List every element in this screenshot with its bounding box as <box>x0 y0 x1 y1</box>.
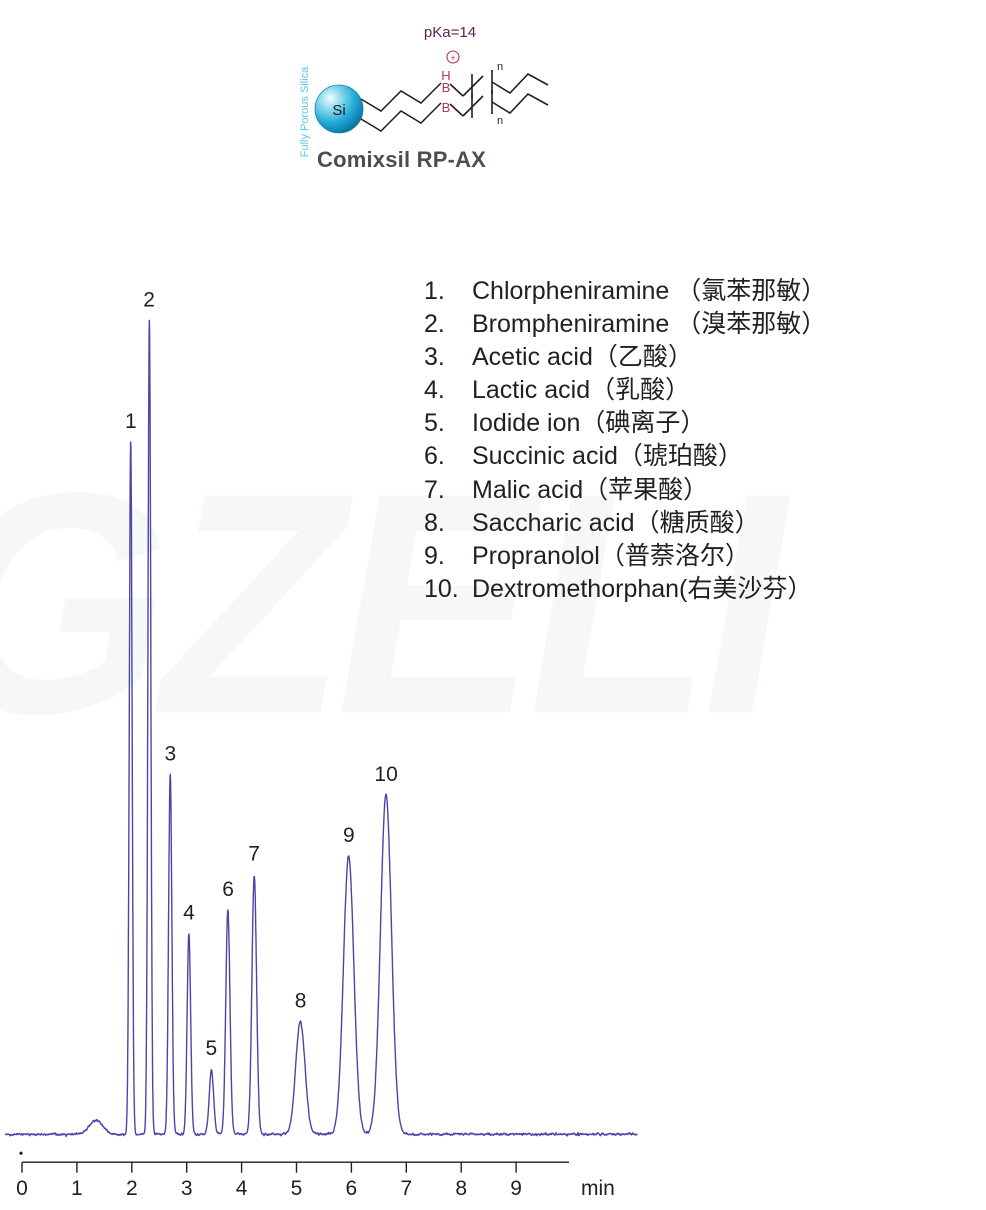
svg-text:B: B <box>442 80 451 95</box>
svg-text:7: 7 <box>400 1177 412 1200</box>
svg-text:3: 3 <box>165 742 177 765</box>
svg-text:9: 9 <box>343 824 355 847</box>
svg-text:Si: Si <box>332 102 345 119</box>
svg-text:n: n <box>497 61 503 73</box>
svg-text:10: 10 <box>374 763 397 786</box>
svg-text:9: 9 <box>510 1177 522 1200</box>
svg-text:6: 6 <box>222 878 234 901</box>
svg-text:n: n <box>497 115 503 127</box>
svg-text:8: 8 <box>455 1177 467 1200</box>
svg-text:1: 1 <box>71 1177 83 1200</box>
svg-text:8: 8 <box>295 990 307 1013</box>
svg-text:Fully Porous Silica: Fully Porous Silica <box>300 66 311 157</box>
svg-text:+: + <box>450 53 455 63</box>
svg-text:3: 3 <box>181 1177 193 1200</box>
svg-text:7: 7 <box>248 843 260 866</box>
svg-text:2: 2 <box>126 1177 138 1200</box>
svg-text:6: 6 <box>346 1177 358 1200</box>
svg-text:B: B <box>442 100 451 115</box>
svg-text:0: 0 <box>16 1177 28 1200</box>
svg-text:1: 1 <box>125 410 137 433</box>
svg-text:4: 4 <box>183 902 195 925</box>
svg-text:5: 5 <box>205 1037 217 1060</box>
svg-text:5: 5 <box>291 1177 303 1200</box>
svg-text:2: 2 <box>143 288 155 311</box>
svg-text:pKa=14: pKa=14 <box>424 24 476 41</box>
svg-text:min: min <box>581 1177 615 1200</box>
svg-text:4: 4 <box>236 1177 248 1200</box>
